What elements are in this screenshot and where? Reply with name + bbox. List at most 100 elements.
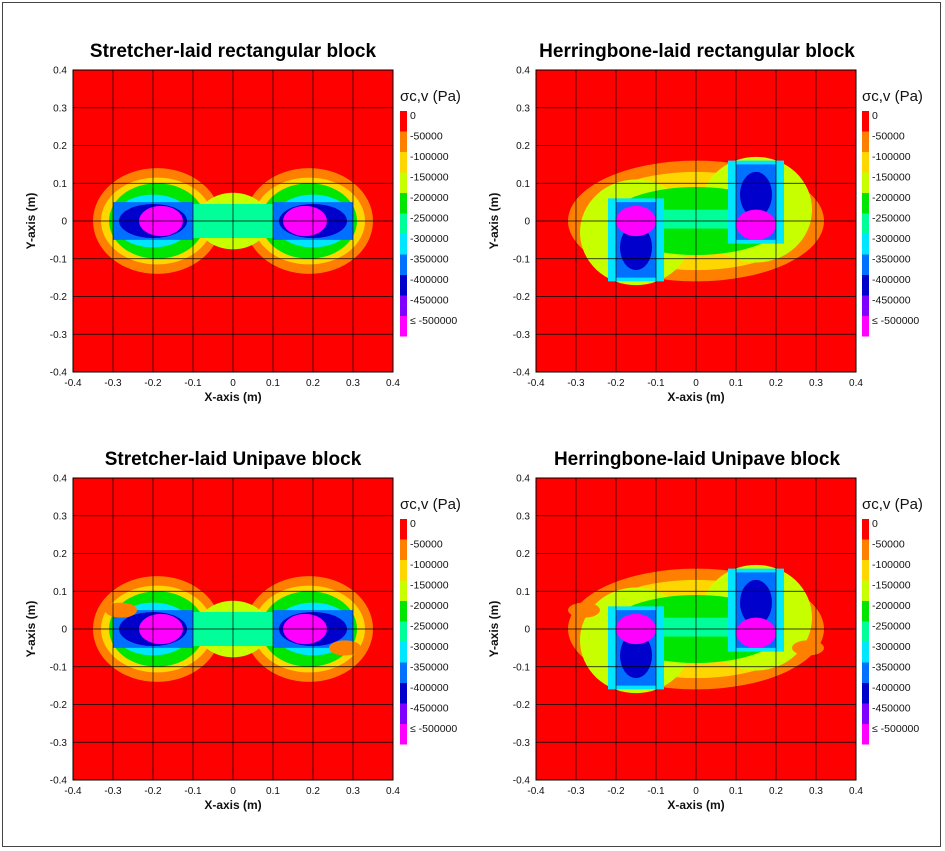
legend-swatch (400, 662, 407, 683)
legend-label: -200000 (872, 600, 911, 612)
x-tick-label: -0.1 (647, 786, 665, 797)
legend-swatch (862, 295, 869, 316)
legend-label: ≤ -500000 (410, 723, 457, 735)
x-tick-label: 0.4 (386, 378, 400, 389)
y-tick-label: 0.3 (516, 103, 530, 114)
colorbar-legend: σc,v (Pa) 0 -50000 -100000 -150000 -200000 -25… (862, 496, 923, 745)
legend-swatch (400, 601, 407, 622)
x-tick-label: -0.3 (104, 786, 122, 797)
x-tick-label: 0.2 (769, 378, 783, 389)
legend-swatch (400, 642, 407, 663)
legend-title: σc,v (Pa) (400, 496, 461, 513)
legend-label: -200000 (872, 192, 911, 204)
plot-border (72, 477, 394, 781)
y-tick-label: 0 (61, 217, 67, 228)
y-tick-label: -0.4 (513, 776, 531, 787)
legend-label: -50000 (410, 539, 443, 551)
legend-swatch (400, 560, 407, 581)
legend-swatch (862, 131, 869, 152)
x-tick-label: 0.3 (346, 378, 360, 389)
legend-swatch (400, 213, 407, 234)
x-tick-label: -0.2 (607, 786, 625, 797)
figure-svg: Stretcher-laid rectangular block -0.4 -0.3… (24, 41, 923, 812)
y-tick-label: -0.4 (50, 776, 68, 787)
legend-swatch (862, 254, 869, 275)
chart-panel-1: Stretcher-laid rectangular block -0.4 -0.3… (24, 41, 461, 404)
grid (535, 69, 857, 373)
legend-label: -350000 (410, 662, 449, 674)
y-tick-label: -0.3 (513, 330, 531, 341)
x-tick-label: -0.3 (104, 378, 122, 389)
legend-label: -200000 (410, 600, 449, 612)
legend-swatch (862, 213, 869, 234)
y-tick-label: -0.2 (513, 292, 531, 303)
legend-label: -100000 (872, 151, 911, 163)
y-tick-label: -0.1 (50, 254, 68, 265)
legend-swatch (862, 662, 869, 683)
x-tick-label: 0.4 (849, 378, 863, 389)
legend-swatch (400, 539, 407, 560)
y-tick-label: 0 (61, 625, 67, 636)
y-tick-label: 0 (524, 217, 530, 228)
y-tick-label: 0.4 (516, 66, 530, 77)
x-tick-label: -0.4 (527, 786, 545, 797)
y-axis-label: Y-axis (m) (24, 193, 38, 250)
legend-label: -300000 (872, 233, 911, 245)
legend-label: ≤ -500000 (872, 723, 919, 735)
legend-label: ≤ -500000 (872, 315, 919, 327)
legend-swatch (862, 539, 869, 560)
colorbar-legend: σc,v (Pa) 0 -50000 -100000 -150000 -200000 -25… (400, 496, 461, 745)
legend-label: -300000 (410, 641, 449, 653)
x-tick-label: 0.1 (266, 786, 280, 797)
contour-band-orange (105, 602, 137, 618)
x-tick-label: -0.3 (567, 378, 585, 389)
legend-label: -400000 (410, 274, 449, 286)
y-tick-label: 0.2 (516, 141, 530, 152)
y-tick-label: -0.2 (50, 292, 68, 303)
y-axis-label: Y-axis (m) (24, 601, 38, 658)
y-tick-label: 0.2 (53, 141, 67, 152)
x-tick-label: -0.3 (567, 786, 585, 797)
legend-label: -50000 (872, 131, 905, 143)
legend-label: -400000 (410, 682, 449, 694)
legend-label: -250000 (872, 621, 911, 633)
contour-band-orange (792, 640, 824, 656)
legend-label: -350000 (872, 254, 911, 266)
x-tick-label: -0.2 (144, 786, 162, 797)
x-axis-label: X-axis (m) (204, 798, 261, 812)
chart-panel-4: Herringbone-laid Unipave block -0.4 -0.3 -0… (487, 449, 923, 812)
legend-swatch (862, 703, 869, 724)
legend-label: -150000 (872, 172, 911, 184)
colorbar-legend: σc,v (Pa) 0 -50000 -100000 -150000 -200000 -25… (400, 88, 461, 337)
y-tick-label: -0.1 (513, 662, 531, 673)
legend-label: -300000 (410, 233, 449, 245)
x-tick-label: -0.2 (607, 378, 625, 389)
legend-swatch (400, 683, 407, 704)
y-tick-label: 0 (524, 625, 530, 636)
y-tick-label: -0.3 (513, 738, 531, 749)
legend-swatch (862, 519, 869, 540)
legend-swatch (400, 131, 407, 152)
chart-title: Stretcher-laid rectangular block (90, 41, 377, 62)
legend-label: -150000 (410, 172, 449, 184)
y-tick-label: 0.4 (53, 474, 67, 485)
legend-swatch (400, 275, 407, 296)
chart-panel-3: Stretcher-laid Unipave block -0.4 -0.3 -0.2… (24, 449, 461, 812)
y-tick-label: 0.4 (53, 66, 67, 77)
y-tick-label: 0.3 (516, 511, 530, 522)
x-tick-label: 0.2 (306, 378, 320, 389)
legend-label: -450000 (872, 703, 911, 715)
legend-label: ≤ -500000 (410, 315, 457, 327)
legend-label: 0 (872, 110, 878, 122)
legend-label: 0 (410, 518, 416, 530)
x-axis-label: X-axis (m) (204, 390, 261, 404)
legend-swatch (862, 111, 869, 132)
legend-swatch (862, 172, 869, 193)
contour-band-magenta (736, 209, 776, 240)
y-tick-label: -0.4 (50, 368, 68, 379)
legend-swatch (862, 234, 869, 255)
y-tick-label: 0.3 (53, 103, 67, 114)
legend-swatch (400, 316, 407, 337)
legend-swatch (400, 234, 407, 255)
